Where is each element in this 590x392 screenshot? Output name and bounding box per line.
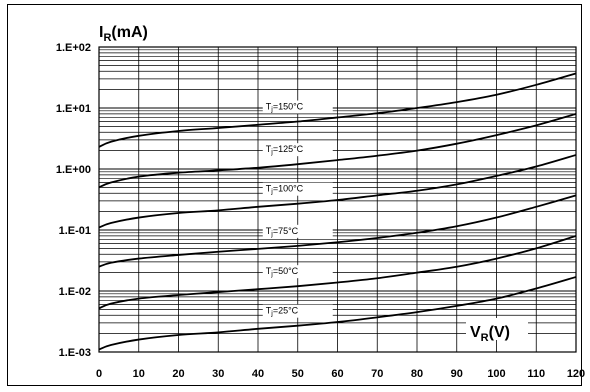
x-tick-label: 30 [212,368,224,380]
series-line [98,276,577,351]
series-label: Tj=150°C [262,100,333,114]
x-tick-label: 70 [371,368,383,380]
x-tick-label: 100 [487,368,505,380]
series-label: Tj=75°C [262,224,333,238]
x-tick-label: 10 [133,368,145,380]
y-tick-label: 1.E-02 [59,286,91,298]
x-tick-label: 20 [172,368,184,380]
x-tick-label: 120 [567,368,585,380]
y-axis-title: IR(mA) [99,24,148,44]
series-label-background [262,224,333,238]
series-line [98,72,577,148]
series-line [98,194,577,268]
series-label-text: Tj=150°C [266,102,304,114]
x-tick-label: 50 [292,368,304,380]
series-label: Tj=125°C [262,143,333,157]
plot-area-border [98,46,577,353]
series-line [98,113,577,189]
series-label: Tj=50°C [262,265,333,279]
x-tick-label: 0 [96,368,102,380]
series-label: Tj=25°C [262,304,333,318]
series-label-text: Tj=125°C [266,144,304,156]
y-tick-label: 1.E-01 [59,225,91,237]
series-label-background [262,265,333,279]
series-label: Tj=100°C [262,182,333,196]
x-tick-label: 110 [527,368,545,380]
series-label-background [262,304,333,318]
series-line [98,154,577,229]
y-tick-label: 1.E+02 [56,42,91,54]
series-line [98,235,577,310]
x-tick-label: 80 [411,368,423,380]
series-label-background [262,182,333,196]
series-label-background [262,143,333,157]
y-tick-label: 1.E+00 [56,164,91,176]
x-tick-label: 90 [451,368,463,380]
x-tick-label: 40 [252,368,264,380]
series-label-text: Tj=25°C [266,306,299,318]
y-tick-labels: 1.E+02 1.E+01 1.E+00 1.E-01 1.E-02 1.E-03 [56,42,91,359]
series-label-text: Tj=75°C [266,226,299,238]
series-label-text: Tj=50°C [266,266,299,278]
x-axis-title: VR(V) [466,318,528,344]
y-tick-label: 1.E+01 [56,103,91,115]
series-labels: Tj=150°C Tj=125°C Tj=100°C Tj=75°C Tj=50°C Tj… [262,100,333,318]
y-tick-label: 1.E-03 [59,347,91,359]
svg-text:VR(V): VR(V) [470,324,510,344]
x-tick-label: 60 [331,368,343,380]
series-lines [98,72,577,351]
series-label-text: Tj=100°C [266,184,304,196]
series-label-background [262,100,333,114]
x-tick-labels: 0 10 20 30 40 50 60 70 80 90 100 110 120 [96,368,585,380]
